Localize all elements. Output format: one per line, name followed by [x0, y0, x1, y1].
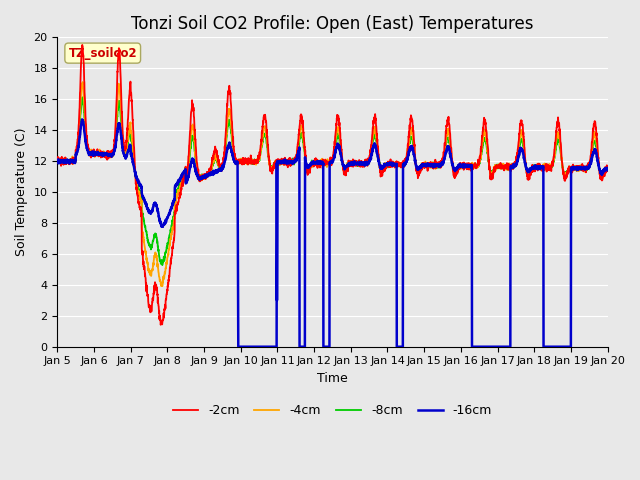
-2cm	[265, 153, 273, 159]
-16cm	[54, 157, 61, 163]
-2cm	[593, 136, 601, 142]
-16cm	[289, 160, 296, 166]
-16cm	[534, 167, 541, 172]
-4cm	[159, 283, 166, 289]
-2cm	[534, 164, 541, 169]
Text: TZ_soilco2: TZ_soilco2	[68, 47, 137, 60]
-2cm	[149, 297, 157, 303]
X-axis label: Time: Time	[317, 372, 348, 385]
-16cm	[593, 154, 601, 160]
-8cm	[265, 156, 273, 162]
-16cm	[234, 344, 242, 349]
-4cm	[534, 165, 541, 171]
-8cm	[593, 150, 601, 156]
-2cm	[116, 67, 124, 73]
Title: Tonzi Soil CO2 Profile: Open (East) Temperatures: Tonzi Soil CO2 Profile: Open (East) Temp…	[131, 15, 534, 33]
-16cm	[116, 127, 124, 132]
Legend: -2cm, -4cm, -8cm, -16cm: -2cm, -4cm, -8cm, -16cm	[168, 399, 497, 422]
Line: -16cm: -16cm	[58, 120, 607, 347]
Line: -4cm: -4cm	[58, 82, 607, 286]
-4cm	[149, 263, 157, 268]
-4cm	[604, 166, 611, 171]
-8cm	[534, 164, 541, 169]
-8cm	[289, 156, 296, 161]
-2cm	[54, 155, 61, 161]
-2cm	[289, 157, 296, 163]
-4cm	[79, 79, 86, 85]
-16cm	[149, 205, 157, 211]
-8cm	[604, 165, 611, 171]
-16cm	[265, 344, 273, 349]
Line: -2cm: -2cm	[58, 45, 607, 325]
-2cm	[157, 322, 164, 328]
-8cm	[149, 238, 157, 244]
-4cm	[116, 96, 124, 101]
Line: -8cm: -8cm	[58, 97, 607, 265]
-8cm	[159, 262, 166, 268]
-2cm	[604, 166, 611, 172]
Y-axis label: Soil Temperature (C): Soil Temperature (C)	[15, 128, 28, 256]
-8cm	[54, 156, 61, 162]
-4cm	[593, 146, 601, 152]
-8cm	[116, 109, 124, 115]
-4cm	[265, 157, 273, 163]
-16cm	[604, 166, 611, 171]
-2cm	[79, 42, 86, 48]
-16cm	[78, 117, 86, 122]
-4cm	[289, 160, 296, 166]
-4cm	[54, 156, 61, 162]
-8cm	[79, 95, 86, 100]
